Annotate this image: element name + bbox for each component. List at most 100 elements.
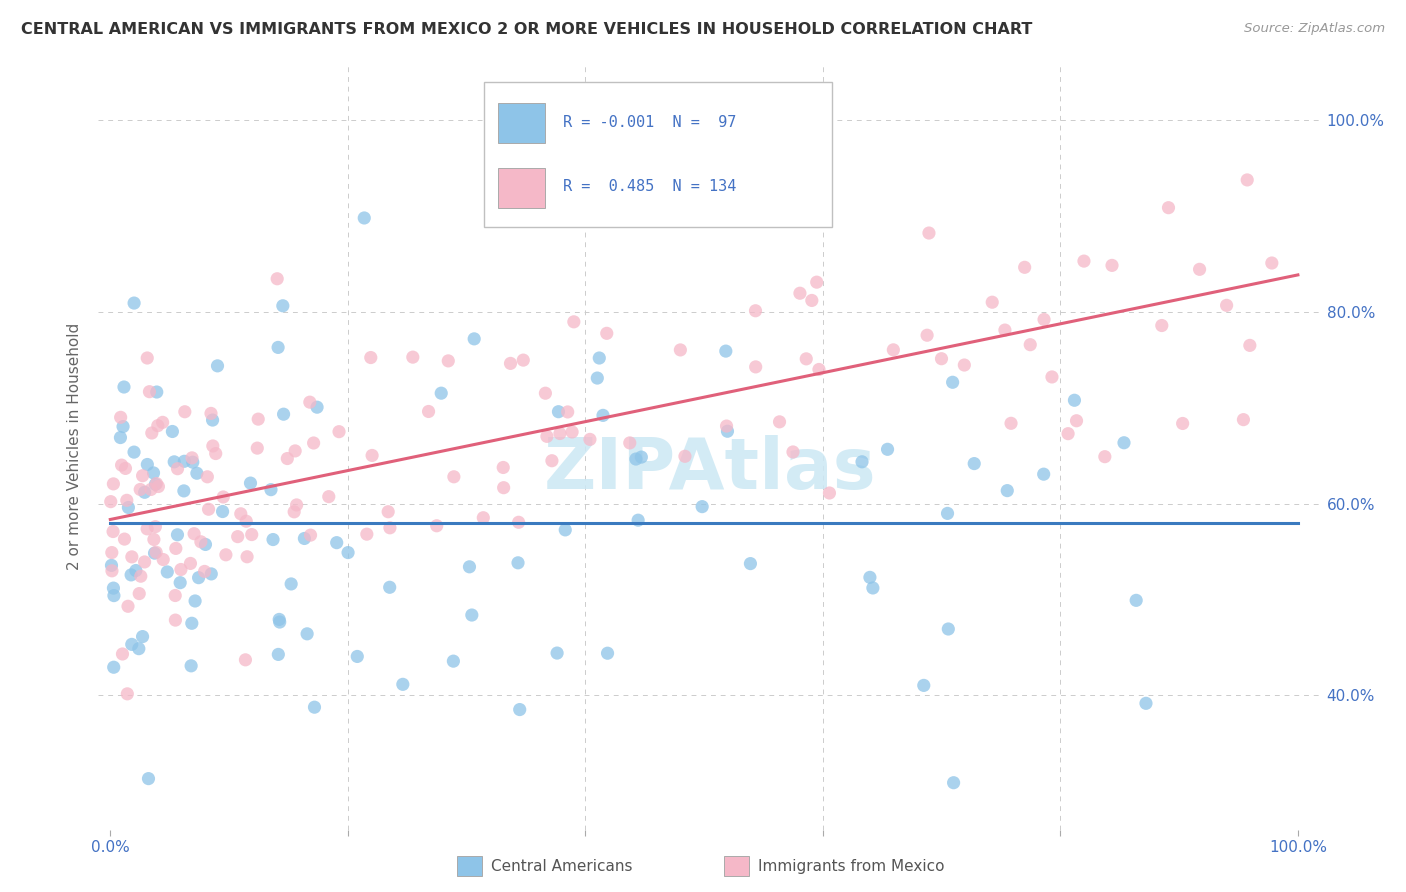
Point xyxy=(557,405,579,419)
Point xyxy=(789,286,811,301)
Point xyxy=(426,518,449,533)
Point xyxy=(166,461,188,475)
Point xyxy=(101,564,124,578)
Point xyxy=(163,455,186,469)
Point xyxy=(121,637,143,651)
Text: Central Americans: Central Americans xyxy=(491,859,633,873)
FancyBboxPatch shape xyxy=(484,82,832,227)
Text: CENTRAL AMERICAN VS IMMIGRANTS FROM MEXICO 2 OR MORE VEHICLES IN HOUSEHOLD CORRE: CENTRAL AMERICAN VS IMMIGRANTS FROM MEXI… xyxy=(21,22,1032,37)
Point xyxy=(461,607,484,622)
Point xyxy=(630,450,652,464)
Point xyxy=(1215,298,1237,312)
Point xyxy=(1073,254,1095,268)
Point xyxy=(215,548,238,562)
Point xyxy=(136,351,159,365)
Point xyxy=(942,376,965,390)
Point xyxy=(800,293,823,308)
Point xyxy=(588,351,610,365)
Point xyxy=(337,545,360,559)
Point xyxy=(807,362,830,376)
Point xyxy=(492,481,515,495)
Point xyxy=(299,528,322,542)
Point xyxy=(125,564,148,578)
Bar xyxy=(498,169,546,208)
Point xyxy=(103,581,125,595)
Point xyxy=(235,514,257,528)
Point xyxy=(794,351,817,366)
Point xyxy=(283,505,305,519)
Point xyxy=(240,527,263,541)
Point xyxy=(138,772,160,786)
Point xyxy=(499,356,522,370)
Point xyxy=(165,613,187,627)
Point xyxy=(110,410,132,425)
Point xyxy=(1094,450,1116,464)
Point xyxy=(546,646,568,660)
Text: ZIPAtlas: ZIPAtlas xyxy=(544,434,876,503)
Point xyxy=(143,546,166,560)
Point xyxy=(131,468,153,483)
Point xyxy=(180,616,202,631)
Point xyxy=(131,630,153,644)
Point xyxy=(492,460,515,475)
Point xyxy=(112,419,135,434)
Point xyxy=(579,433,602,447)
Point xyxy=(509,702,531,716)
Point xyxy=(318,490,340,504)
Point xyxy=(156,565,179,579)
Point xyxy=(117,687,139,701)
Point xyxy=(1101,259,1123,273)
Point xyxy=(360,351,382,365)
Point xyxy=(942,775,965,789)
Point xyxy=(744,359,766,374)
Point xyxy=(586,371,609,385)
Point xyxy=(716,424,738,438)
Point xyxy=(122,296,145,310)
Point xyxy=(121,549,143,564)
Point xyxy=(534,386,557,401)
Point xyxy=(134,555,156,569)
Point xyxy=(129,483,152,497)
Point xyxy=(859,570,882,584)
Point xyxy=(1057,426,1080,441)
Point xyxy=(162,425,184,439)
Point xyxy=(915,328,938,343)
Point xyxy=(141,425,163,440)
Point xyxy=(139,483,162,497)
Point xyxy=(266,272,288,286)
Point xyxy=(402,350,425,364)
Point xyxy=(276,451,298,466)
Point xyxy=(138,384,160,399)
Point xyxy=(271,299,294,313)
Point xyxy=(716,419,738,434)
Point xyxy=(195,470,218,484)
Point xyxy=(995,483,1018,498)
Point xyxy=(931,351,953,366)
Point xyxy=(353,211,375,225)
Point xyxy=(1236,173,1258,187)
Point xyxy=(953,358,976,372)
Point xyxy=(110,431,132,445)
Point xyxy=(111,647,134,661)
Point xyxy=(190,534,212,549)
Point xyxy=(1019,337,1042,351)
Point xyxy=(170,562,193,576)
Point xyxy=(541,454,564,468)
Point xyxy=(285,498,308,512)
Point xyxy=(179,557,201,571)
Point xyxy=(246,441,269,455)
Point xyxy=(918,226,941,240)
Point xyxy=(547,405,569,419)
Point xyxy=(1125,593,1147,607)
Point xyxy=(183,526,205,541)
Point xyxy=(994,323,1017,337)
Point xyxy=(443,470,465,484)
Point xyxy=(418,404,440,418)
Point xyxy=(304,700,326,714)
Point xyxy=(744,303,766,318)
Point xyxy=(103,660,125,674)
Point xyxy=(298,395,321,409)
Point xyxy=(392,677,415,691)
Point xyxy=(187,571,209,585)
Point xyxy=(302,436,325,450)
